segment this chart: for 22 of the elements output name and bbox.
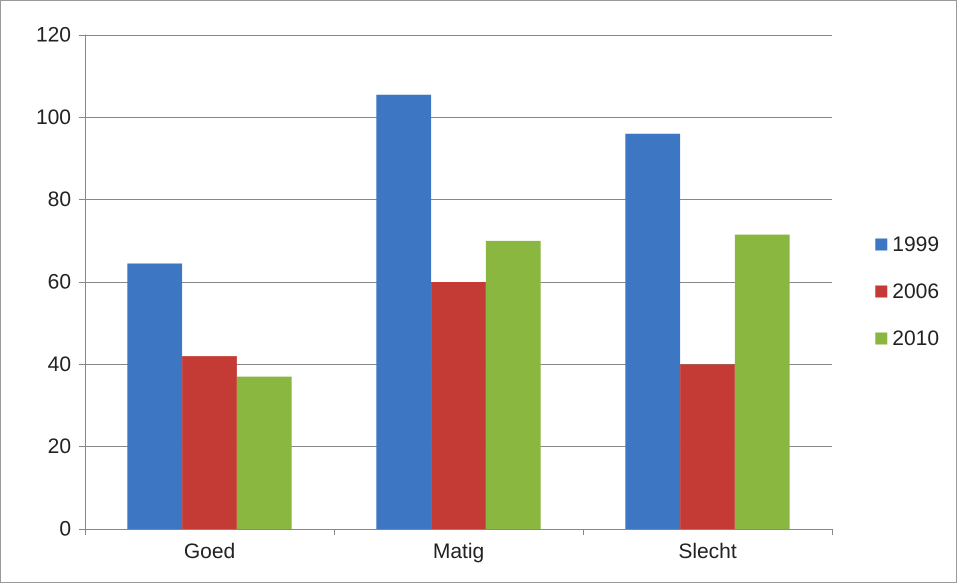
bar — [127, 263, 182, 529]
bar — [182, 356, 237, 529]
y-tick-label: 100 — [36, 106, 71, 129]
bar — [486, 240, 541, 529]
bar — [376, 94, 432, 529]
legend-label: 2006 — [892, 280, 939, 303]
y-tick-label: 20 — [48, 435, 71, 458]
y-tick-label: 120 — [36, 24, 71, 46]
x-tick-label: Slecht — [678, 540, 737, 563]
y-tick-label: 0 — [59, 518, 71, 540]
bar — [431, 282, 486, 529]
y-tick-label: 80 — [48, 188, 71, 212]
y-tick-label: 60 — [48, 270, 71, 294]
legend-label: 2010 — [892, 327, 939, 350]
legend-label: 1999 — [892, 233, 939, 256]
bar — [236, 376, 292, 529]
x-tick-label: Matig — [432, 540, 484, 563]
y-tick-label: 40 — [48, 352, 71, 376]
x-tick-label: Goed — [184, 540, 236, 563]
bar — [680, 364, 735, 529]
bar — [734, 234, 790, 529]
bar — [625, 134, 680, 529]
